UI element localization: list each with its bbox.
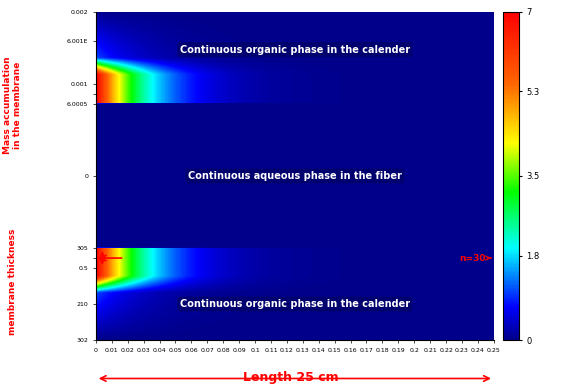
Text: Continuous organic phase in the calender: Continuous organic phase in the calender [180,299,410,309]
Text: membrane thickness: membrane thickness [8,228,17,335]
Text: Mass accumulation
in the membrane: Mass accumulation in the membrane [3,57,23,154]
Text: Continuous organic phase in the calender: Continuous organic phase in the calender [180,45,410,54]
Text: Length 25 cm: Length 25 cm [243,371,338,384]
Text: n=30: n=30 [459,253,491,263]
Text: Continuous aqueous phase in the fiber: Continuous aqueous phase in the fiber [188,171,402,181]
